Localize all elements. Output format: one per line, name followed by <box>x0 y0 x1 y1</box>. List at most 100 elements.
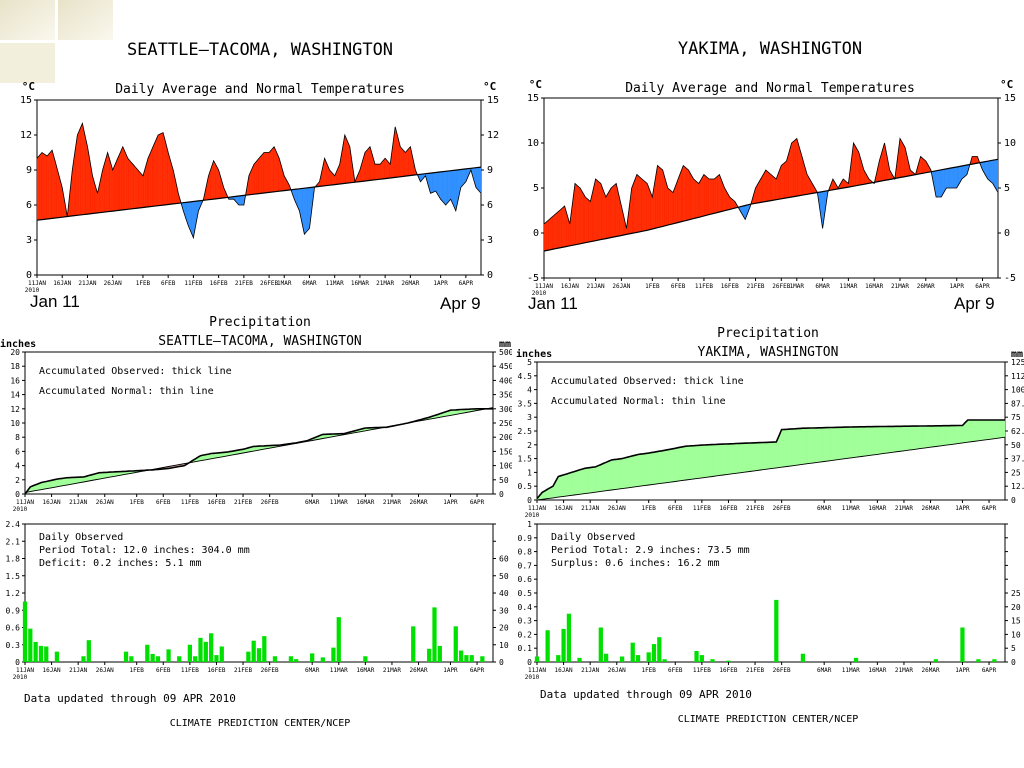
temperature-anomaly-fill <box>601 186 604 240</box>
temperature-anomaly-fill <box>74 143 77 216</box>
accumulated-difference-fill <box>619 458 623 490</box>
temperature-anomaly-fill <box>376 164 378 180</box>
accumulated-difference-fill <box>925 425 929 449</box>
x-tick-year-label: 2010 <box>13 506 28 513</box>
temperature-anomaly-fill <box>261 153 263 194</box>
accumulated-difference-fill <box>59 478 63 487</box>
temperature-anomaly-fill <box>139 171 141 209</box>
temperature-anomaly-fill <box>677 175 680 223</box>
accumulated-difference-fill <box>874 426 878 455</box>
x-tick-label: 11JAN <box>16 499 34 506</box>
x-tick-year-label: 2010 <box>532 290 547 297</box>
temperature-anomaly-fill <box>137 169 140 209</box>
x-tick-label: 16FEB <box>210 280 228 287</box>
accumulated-difference-fill <box>818 427 822 463</box>
temperature-anomaly-fill <box>133 165 136 209</box>
accumulated-difference-fill <box>72 477 76 485</box>
temperature-anomaly-fill <box>698 180 701 218</box>
temperature-anomaly-fill <box>716 175 719 213</box>
observed-line <box>36 121 482 240</box>
temperature-anomaly-fill <box>676 178 679 223</box>
period-total-stat: Period Total: 2.9 inches: 73.5 mm <box>551 545 750 556</box>
temperature-anomaly-fill <box>641 178 644 232</box>
temperature-anomaly-fill <box>451 170 454 206</box>
legend-entry-normal: Accumulated Normal: thin line <box>551 396 726 407</box>
temperature-anomaly-fill <box>794 139 796 197</box>
y-right-tick-label: 25 <box>1011 468 1021 477</box>
temperature-anomaly-fill <box>125 152 127 210</box>
temperature-anomaly-fill <box>674 185 676 224</box>
temperature-anomaly-fill <box>397 136 400 178</box>
x-tick-label: 16MAR <box>356 667 374 674</box>
temperature-anomaly-fill <box>759 178 761 203</box>
accumulated-difference-fill <box>943 425 947 446</box>
chart-subtitle: YAKIMA, WASHINGTON <box>698 345 839 360</box>
y-tick-label: 0.6 <box>6 624 21 633</box>
temperature-anomaly-fill <box>449 170 451 202</box>
temperature-anomaly-fill <box>610 186 613 238</box>
temperature-anomaly-fill <box>214 162 217 200</box>
temperature-anomaly-fill <box>136 168 139 209</box>
temperature-anomaly-fill <box>50 149 53 219</box>
y-tick-label: 4.5 <box>518 372 533 381</box>
accumulated-difference-fill <box>741 443 745 473</box>
accumulated-difference-fill <box>991 419 995 440</box>
temperature-anomaly-fill <box>761 173 764 203</box>
accumulated-difference-fill <box>744 442 748 473</box>
accumulated-difference-fill <box>941 425 944 446</box>
temperature-anomaly-fill <box>252 164 255 195</box>
temperature-anomaly-fill <box>83 129 86 215</box>
temperature-anomaly-fill <box>854 144 857 187</box>
accumulated-difference-fill <box>938 425 942 447</box>
y-axis-label-left: °C <box>529 78 542 91</box>
temperature-anomaly-fill <box>702 173 705 217</box>
x-tick-label: 11MAR <box>842 505 860 512</box>
temperature-anomaly-fill <box>902 142 904 178</box>
temperature-anomaly-fill <box>636 174 639 233</box>
temperature-anomaly-fill <box>631 184 634 234</box>
y-tick-label: 3 <box>527 413 532 422</box>
accumulated-difference-fill <box>752 442 756 472</box>
y-right-tick-label: 10 <box>1011 630 1021 639</box>
accumulated-difference-fill <box>800 428 804 465</box>
accumulated-difference-fill <box>629 455 633 488</box>
accumulated-difference-fill <box>613 459 617 490</box>
temperature-anomaly-fill <box>799 147 801 196</box>
x-tick-label: 11MAR <box>326 280 344 287</box>
x-tick-label: 6MAR <box>815 283 830 290</box>
temperature-anomaly-fill <box>378 164 381 180</box>
temperature-anomaly-fill <box>855 146 858 186</box>
temperature-anomaly-fill <box>169 156 171 205</box>
y-tick-label: 4 <box>15 462 20 471</box>
y-right-tick-label: 0 <box>499 658 504 667</box>
accumulated-difference-fill <box>56 478 60 487</box>
x-tick-label: 26JAN <box>608 505 626 512</box>
daily-precip-bar <box>123 651 129 662</box>
accumulated-difference-fill <box>786 428 790 467</box>
temperature-anomaly-fill <box>773 176 776 201</box>
temperature-anomaly-fill <box>82 123 84 215</box>
accumulated-difference-fill <box>701 444 705 479</box>
accumulated-difference-fill <box>730 443 734 475</box>
temperature-anomaly-fill <box>408 146 411 176</box>
accumulated-difference-fill <box>712 444 716 477</box>
temperature-anomaly-fill <box>656 165 658 229</box>
accumulated-difference-fill <box>715 444 718 477</box>
temperature-anomaly-fill <box>697 182 699 218</box>
temperature-anomaly-fill <box>86 140 88 215</box>
temperature-anomaly-fill <box>924 159 926 174</box>
temperature-anomaly-fill <box>683 165 685 222</box>
accumulated-difference-fill <box>720 443 724 476</box>
temperature-anomaly-fill <box>666 183 668 226</box>
x-tick-label: 21MAR <box>895 667 913 674</box>
x-tick-label: 21MAR <box>376 280 394 287</box>
temperature-anomaly-fill <box>720 177 723 212</box>
temperature-anomaly-fill <box>609 187 612 238</box>
accumulated-difference-fill <box>980 419 984 441</box>
x-tick-label: 6FEB <box>668 667 683 674</box>
x-tick-year-label: 2010 <box>525 512 540 519</box>
temperature-anomaly-fill <box>49 151 52 219</box>
y-right-tick-label: 60 <box>499 555 509 564</box>
y-right-tick-label: 0 <box>487 270 493 281</box>
temperature-anomaly-fill <box>106 152 108 213</box>
